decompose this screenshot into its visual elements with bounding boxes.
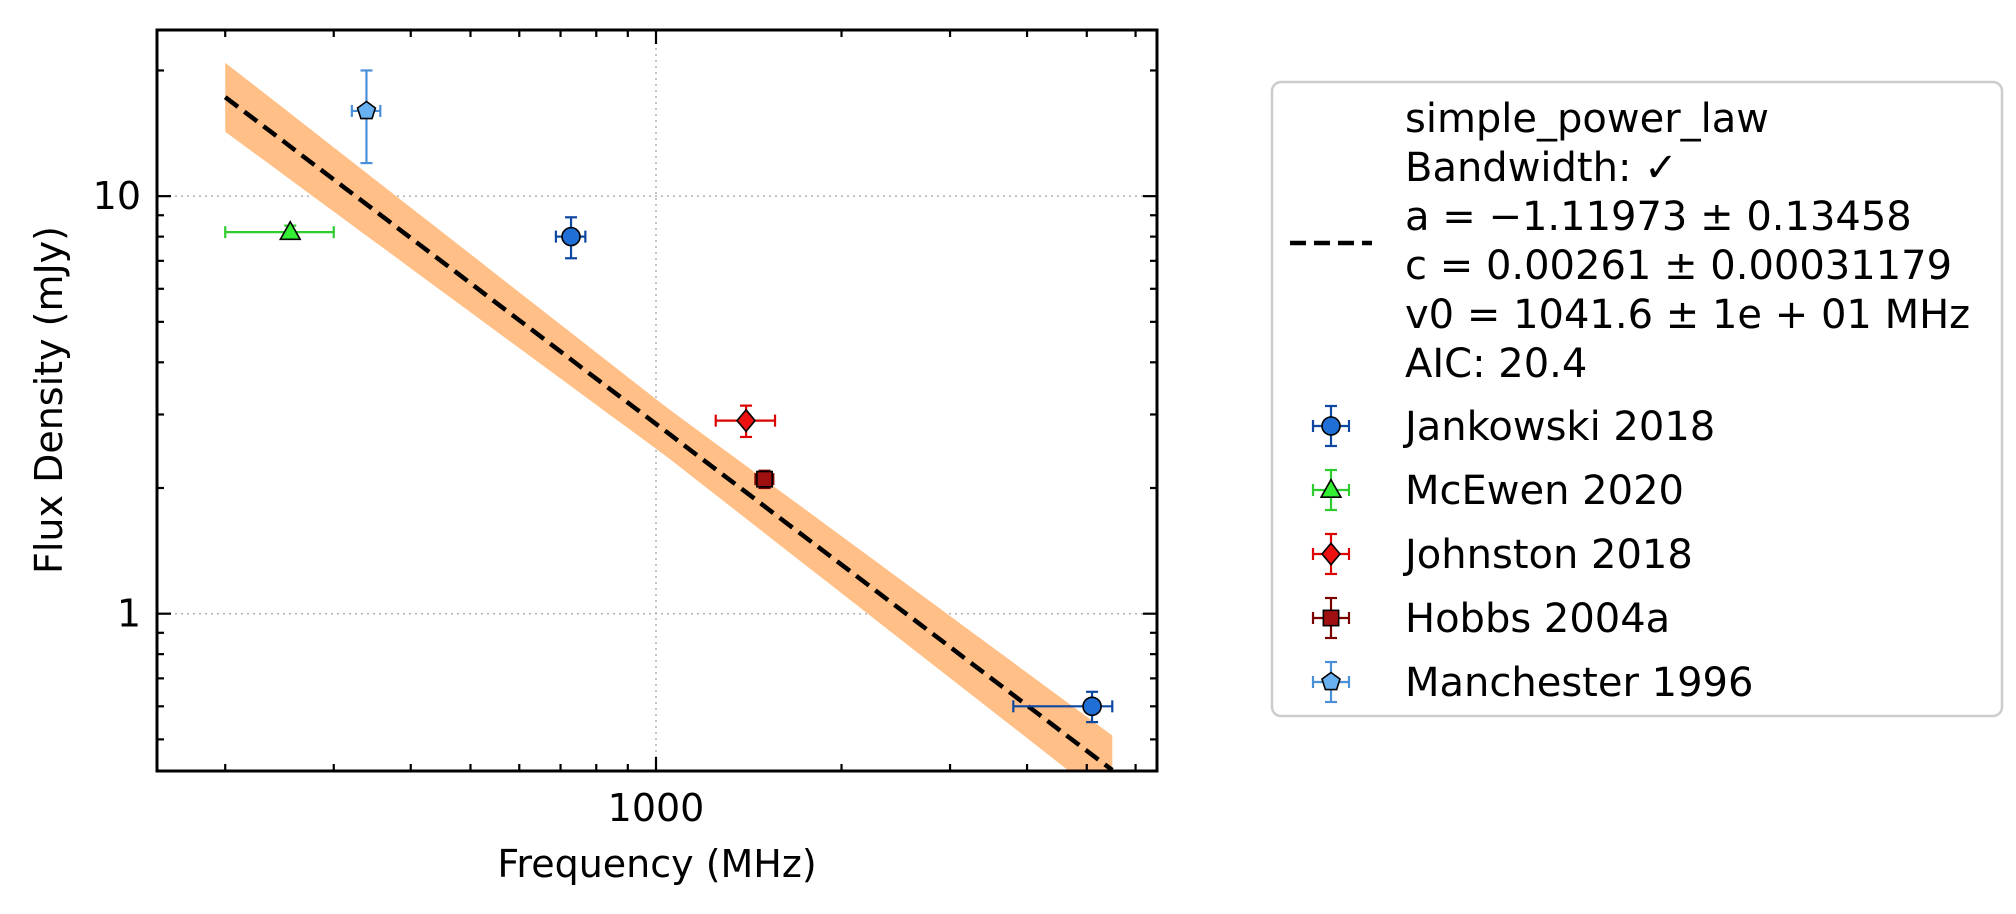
legend-label: Jankowski 2018 <box>1402 404 1715 450</box>
data-point <box>356 100 377 120</box>
data-point <box>561 226 581 247</box>
legend-entry: McEwen 2020 <box>1311 468 1684 514</box>
x-axis-label: Frequency (MHz) <box>497 842 816 886</box>
series-johnston-2018 <box>714 404 777 439</box>
data-point <box>736 408 757 433</box>
series-jankowski-2018 <box>554 216 1114 724</box>
series-manchester-1996 <box>350 69 382 165</box>
legend-marker <box>1321 671 1341 691</box>
legend-marker <box>1320 541 1342 567</box>
fit-line <box>223 95 1114 771</box>
data-point <box>1082 696 1102 717</box>
ticks-layer: 1000 1 10 <box>93 30 1157 830</box>
y-tick-label: 1 <box>117 592 141 636</box>
legend-fit-line: v0 = 1041.6 ± 1e + 01 MHz <box>1405 292 1970 338</box>
grid-layer <box>157 30 1157 771</box>
data-points-layer <box>224 69 1114 724</box>
series-mcewen-2020 <box>224 220 335 241</box>
legend-label: Manchester 1996 <box>1405 660 1753 706</box>
legend-label: Johnston 2018 <box>1402 532 1693 578</box>
legend-fit-line: c = 0.00261 ± 0.00031179 <box>1405 243 1952 289</box>
legend-entry: Hobbs 2004a <box>1311 596 1670 642</box>
legend-fit-line: a = −1.11973 ± 0.13458 <box>1405 194 1912 240</box>
x-tick-label: 1000 <box>608 786 705 830</box>
data-point <box>278 220 302 241</box>
legend-fit-line: Bandwidth: ✓ <box>1405 145 1678 191</box>
y-axis-label: Flux Density (mJy) <box>27 226 71 574</box>
legend-entry: Johnston 2018 <box>1311 532 1693 578</box>
legend-label: Hobbs 2004a <box>1405 596 1670 642</box>
legend-box <box>1270 80 2004 718</box>
legend-marker <box>1321 416 1341 436</box>
fit-line-layer <box>223 95 1114 771</box>
legend-entry: Jankowski 2018 <box>1311 404 1715 450</box>
data-point <box>756 470 773 488</box>
series-hobbs-2004a <box>754 469 775 490</box>
legend-marker <box>1319 478 1343 499</box>
legend-fit-line: simple_power_law <box>1405 96 1769 142</box>
legend-entries: Jankowski 2018 McEwen 2020 Johnston 2018 Ho… <box>1311 404 1753 706</box>
y-tick-label: 10 <box>93 174 141 218</box>
legend-entry: Manchester 1996 <box>1311 660 1753 706</box>
legend-fit-line: AIC: 20.4 <box>1405 341 1587 387</box>
legend-marker <box>1322 609 1340 627</box>
fit-band-layer <box>225 62 1113 771</box>
legend-label: McEwen 2020 <box>1405 468 1684 514</box>
fit-uncertainty-band <box>225 62 1113 771</box>
